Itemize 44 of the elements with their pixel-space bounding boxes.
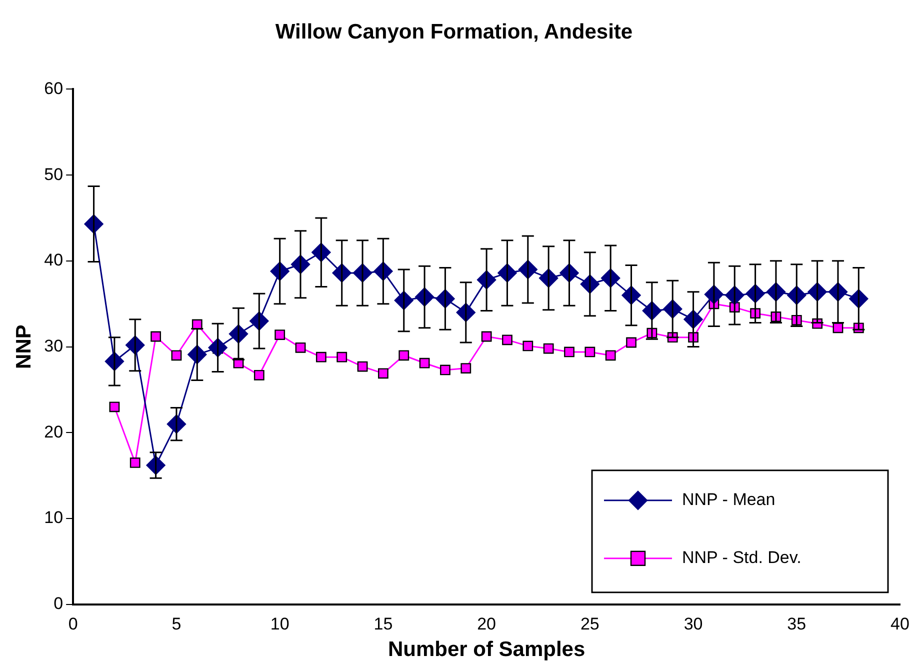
point <box>171 350 182 361</box>
point <box>502 334 512 346</box>
point <box>584 346 596 358</box>
point <box>316 352 326 362</box>
point <box>130 458 140 468</box>
point <box>605 350 616 361</box>
point <box>543 343 554 354</box>
x-tick-label: 20 <box>477 614 496 634</box>
point <box>626 337 636 348</box>
point <box>419 358 430 368</box>
legend-label: NNP - Mean <box>682 490 776 510</box>
point <box>150 331 161 342</box>
x-tick-label: 0 <box>68 614 78 634</box>
point <box>564 346 574 358</box>
point <box>398 350 410 361</box>
x-tick-label: 30 <box>684 614 703 634</box>
point <box>481 331 492 342</box>
chart-title: Willow Canyon Formation, Andesite <box>275 20 633 44</box>
point <box>295 342 306 353</box>
x-tick-label: 25 <box>580 614 600 634</box>
y-tick-label: 60 <box>44 78 64 98</box>
legend-label: NNP - Std. Dev. <box>682 548 802 568</box>
point <box>254 370 264 380</box>
y-tick-label: 0 <box>54 594 64 614</box>
y-tick-label: 30 <box>44 336 64 356</box>
point <box>522 340 534 352</box>
point <box>109 402 120 412</box>
point <box>440 364 450 376</box>
y-tick-label: 20 <box>44 422 64 442</box>
x-tick-label: 15 <box>374 614 393 634</box>
y-tick-label: 10 <box>44 508 64 528</box>
x-tick-label: 10 <box>270 614 290 634</box>
point <box>274 330 286 340</box>
point <box>460 363 472 374</box>
y-tick-label: 40 <box>44 250 64 270</box>
x-tick-label: 40 <box>890 614 910 634</box>
y-axis-title: NNP <box>12 324 36 369</box>
point <box>336 352 348 362</box>
x-tick-label: 35 <box>787 614 806 634</box>
x-axis-title: Number of Samples <box>388 638 586 662</box>
point <box>378 368 388 379</box>
point <box>357 361 368 372</box>
y-tick-label: 50 <box>44 164 64 184</box>
x-tick-label: 5 <box>172 614 182 634</box>
